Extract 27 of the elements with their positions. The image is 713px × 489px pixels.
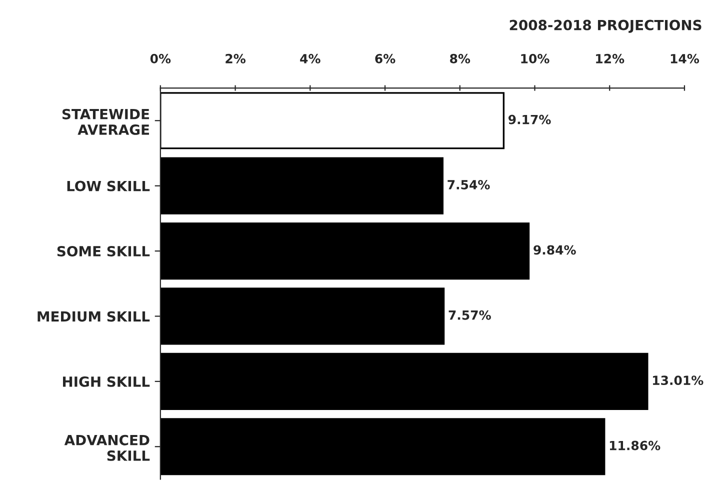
bar (160, 222, 530, 280)
bar (160, 157, 444, 214)
y-tick-label: ADVANCED SKILL (64, 434, 150, 461)
x-tick-label: 10% (521, 54, 550, 64)
y-tick-label: STATEWIDE AVERAGE (62, 108, 149, 135)
y-tick-label: SOME SKILL (57, 246, 150, 256)
data-label: 7.54% (448, 180, 490, 190)
bar (160, 92, 505, 150)
data-label: 11.86% (610, 440, 660, 450)
x-tick-label: 0% (150, 54, 171, 64)
x-tick-label: 4% (300, 54, 320, 64)
y-tick-label: LOW SKILL (67, 180, 150, 192)
data-label: 9.84% (534, 245, 576, 255)
bar (160, 288, 445, 345)
chart-title: 2008-2018 PROJECTIONS (510, 20, 702, 33)
x-tick-label: 12% (596, 54, 624, 64)
data-label: 7.57% (448, 310, 491, 320)
x-tick-label: 14% (670, 54, 700, 64)
x-tick-label: 8% (450, 54, 470, 64)
data-label: 13.01% (653, 376, 704, 386)
bar (160, 352, 648, 410)
x-tick-label: 2% (226, 54, 246, 64)
bar (160, 418, 606, 476)
data-label: 9.17% (508, 114, 551, 124)
y-tick-label: MEDIUM SKILL (38, 311, 150, 322)
y-tick-label: HIGH SKILL (63, 376, 150, 387)
x-tick-label: 6% (375, 54, 396, 64)
